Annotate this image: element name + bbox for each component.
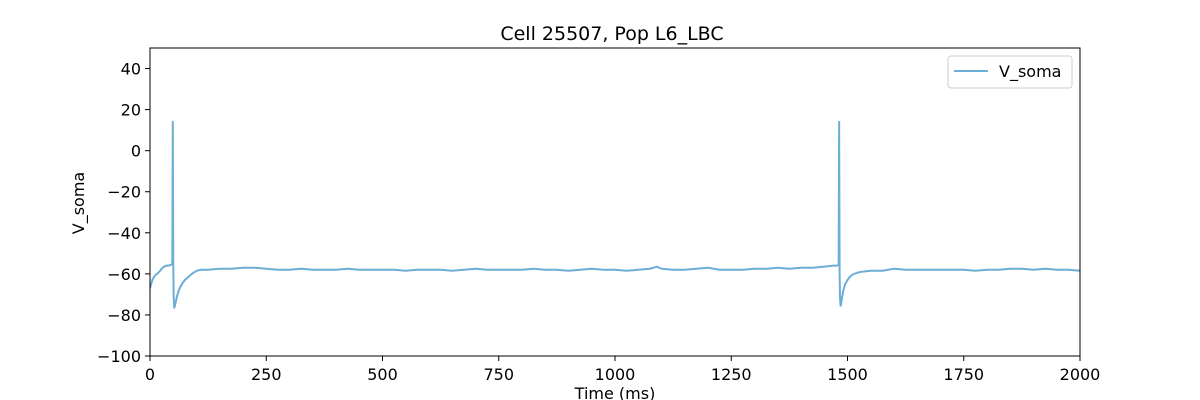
y-axis-label: V_soma [69,172,89,234]
x-tick-label: 1250 [711,365,752,384]
legend-label-v-soma: V_soma [999,62,1061,82]
axes: 0 250 500 750 1000 1250 1500 1750 2000 −100 −80 −60… [97,47,1101,384]
plot-frame [149,47,1081,357]
y-tick-label: 20 [121,101,141,120]
x-tick-label: 250 [251,365,282,384]
y-tick-label: −100 [97,347,141,366]
x-tick-label: 1500 [827,365,868,384]
x-tick-label: 2000 [1060,365,1101,384]
y-tick-label: −80 [107,306,141,325]
x-axis-label: Time (ms) [574,384,656,400]
x-tick-label: 1750 [943,365,984,384]
plot-area [150,120,1080,309]
x-tick-label: 500 [367,365,398,384]
y-tick-label: 40 [121,60,141,79]
y-tick-label: −20 [107,183,141,202]
y-tick-label: 0 [131,142,141,161]
y-tick-label: −60 [107,265,141,284]
chart-title: Cell 25507, Pop L6_LBC [500,23,723,45]
legend: V_soma [947,55,1073,89]
x-tick-label: 1000 [595,365,636,384]
y-tick-label: −40 [107,224,141,243]
x-tick-label: 0 [145,365,155,384]
legend-box [947,55,1073,89]
series-line-v-soma [150,120,1080,309]
x-tick-label: 750 [483,365,514,384]
